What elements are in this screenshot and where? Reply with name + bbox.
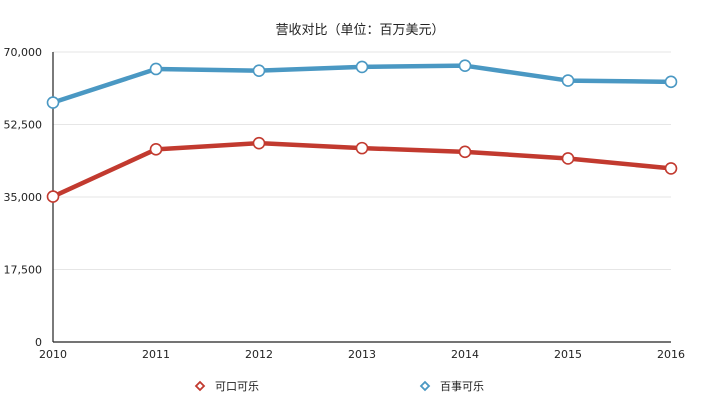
x-tick-label: 2011 [142, 348, 170, 361]
data-point [458, 145, 472, 159]
data-point [561, 74, 575, 87]
data-point [664, 75, 678, 89]
legend: 可口可乐 百事可乐 [194, 380, 484, 393]
y-tick-label: 35,000 [4, 191, 43, 204]
legend-label: 可口可乐 [215, 380, 259, 393]
data-point [458, 59, 472, 72]
chart-title: 营收对比（单位：百万美元） [275, 23, 444, 38]
y-tick-label: 17,500 [4, 264, 43, 277]
x-tick-label: 2010 [39, 348, 67, 361]
x-tick-label: 2015 [554, 348, 582, 361]
data-point [664, 162, 678, 175]
y-tick-label: 52,500 [4, 119, 43, 132]
data-point [252, 136, 266, 150]
data-point [149, 143, 163, 156]
y-axis-ticks: 0 17,500 35,000 52,500 70,000 [4, 46, 43, 349]
gridlines [52, 51, 671, 343]
data-point [149, 62, 163, 76]
series-2 [46, 59, 678, 109]
x-tick-label: 2012 [245, 348, 273, 361]
legend-marker-icon [419, 380, 431, 392]
x-tick-label: 2014 [451, 348, 479, 361]
x-axis-ticks: 2010 2011 2012 2013 2014 2015 2016 [39, 348, 685, 361]
data-point [46, 96, 60, 109]
series-1 [46, 136, 678, 203]
data-point [355, 141, 369, 155]
legend-label: 百事可乐 [440, 380, 484, 393]
data-point [561, 152, 575, 165]
y-tick-label: 70,000 [4, 46, 43, 59]
data-point [252, 64, 266, 77]
data-point [355, 60, 369, 74]
y-tick-label: 0 [35, 336, 42, 349]
x-tick-label: 2016 [657, 348, 685, 361]
data-point [46, 190, 60, 203]
x-tick-label: 2013 [348, 348, 376, 361]
legend-marker-icon [194, 380, 206, 392]
series-layer [46, 59, 678, 203]
